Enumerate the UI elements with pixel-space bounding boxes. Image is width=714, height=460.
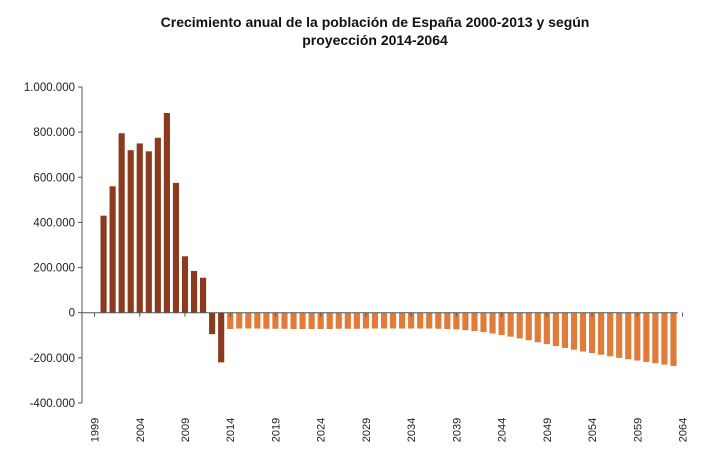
bar-2040 <box>462 312 469 331</box>
bar-2032 <box>389 312 397 329</box>
bar-2007 <box>163 112 170 313</box>
bar-2013 <box>218 312 225 363</box>
bar-2031 <box>380 312 388 329</box>
bar-2052 <box>570 312 578 350</box>
bar-2059 <box>634 312 641 361</box>
chart-title-line-1: Crecimiento anual de la población de Esp… <box>160 14 590 30</box>
x-tick-label: 2039 <box>451 418 463 442</box>
bar-2028 <box>353 312 360 329</box>
x-tick-label: 1999 <box>90 418 102 442</box>
bar-2004 <box>136 143 143 313</box>
bar-2048 <box>534 312 541 343</box>
bar-2009 <box>181 256 189 313</box>
bar-2001 <box>109 186 116 313</box>
bar-2062 <box>661 312 668 365</box>
bar-2060 <box>643 312 650 362</box>
bar-2042 <box>480 312 487 333</box>
bar-2037 <box>435 312 442 329</box>
bar-2033 <box>399 312 406 329</box>
bar-2044 <box>498 312 505 336</box>
bar-2034 <box>408 312 415 329</box>
bar-2011 <box>200 277 207 313</box>
x-tick-label: 2034 <box>406 418 418 442</box>
bar-2054 <box>588 312 596 354</box>
bar-2005 <box>145 151 152 313</box>
x-tick-label: 2009 <box>180 418 192 442</box>
y-tick-label: 800.000 <box>33 127 75 139</box>
y-tick-label: 200.000 <box>33 263 75 275</box>
bar-2045 <box>507 312 514 337</box>
bar-2015 <box>236 312 243 329</box>
bar-2025 <box>326 312 333 329</box>
bar-2030 <box>371 312 379 329</box>
y-tick-label: 1.000.000 <box>24 82 75 94</box>
bar-2061 <box>652 312 659 364</box>
bar-2008 <box>172 182 180 313</box>
x-tick-label: 2064 <box>678 418 690 442</box>
bar-2017 <box>254 312 261 329</box>
y-tick-label: 400.000 <box>33 217 75 229</box>
x-tick-label: 2029 <box>361 418 373 442</box>
y-tick-label: -200.000 <box>30 353 75 365</box>
bar-2006 <box>154 137 161 313</box>
bar-2014 <box>227 312 234 329</box>
bar-2026 <box>335 312 342 329</box>
bar-2000 <box>100 215 107 313</box>
y-tick-label: 0 <box>69 308 75 320</box>
bar-2055 <box>598 312 605 355</box>
x-tick-label: 2019 <box>270 418 282 442</box>
bar-2012 <box>209 312 216 335</box>
x-tick-label: 2059 <box>632 418 644 442</box>
bar-2002 <box>118 133 125 313</box>
bar-2041 <box>471 312 478 331</box>
bar-2050 <box>552 312 559 347</box>
bar-2024 <box>317 312 324 329</box>
bar-2043 <box>489 312 496 334</box>
bar-2049 <box>543 312 550 345</box>
x-tick-label: 2049 <box>542 418 554 442</box>
bar-2046 <box>516 312 523 339</box>
x-tick-label: 2044 <box>497 418 509 442</box>
chart-title: Crecimiento anual de la población de Esp… <box>0 13 714 49</box>
bar-2053 <box>579 312 587 352</box>
x-tick-label: 2004 <box>135 418 147 442</box>
bar-2038 <box>444 312 451 329</box>
bar-2023 <box>308 312 315 329</box>
bar-2022 <box>299 312 306 329</box>
y-tick-label: 600.000 <box>33 172 75 184</box>
bar-2036 <box>426 312 433 329</box>
x-tick-label: 2014 <box>225 418 237 442</box>
bar-2056 <box>607 312 614 357</box>
bar-2057 <box>616 312 623 358</box>
bar-2039 <box>453 312 460 330</box>
bar-2003 <box>127 150 134 313</box>
x-tick-label: 2024 <box>316 418 328 442</box>
bar-2063 <box>670 312 677 366</box>
y-tick-label: -400.000 <box>30 398 75 410</box>
x-tick-label: 2054 <box>587 418 599 442</box>
bar-2020 <box>281 312 288 329</box>
bar-2019 <box>272 312 279 329</box>
bar-2027 <box>344 312 351 329</box>
bar-2047 <box>525 312 532 341</box>
bar-2016 <box>245 312 252 329</box>
bar-2058 <box>625 312 632 360</box>
bar-2051 <box>561 312 568 348</box>
chart-title-line-2: proyección 2014-2064 <box>302 32 448 48</box>
bar-2021 <box>290 312 297 329</box>
bar-2010 <box>190 270 198 313</box>
bar-2035 <box>417 312 424 329</box>
bar-2029 <box>362 312 369 329</box>
bar-2018 <box>263 312 270 329</box>
